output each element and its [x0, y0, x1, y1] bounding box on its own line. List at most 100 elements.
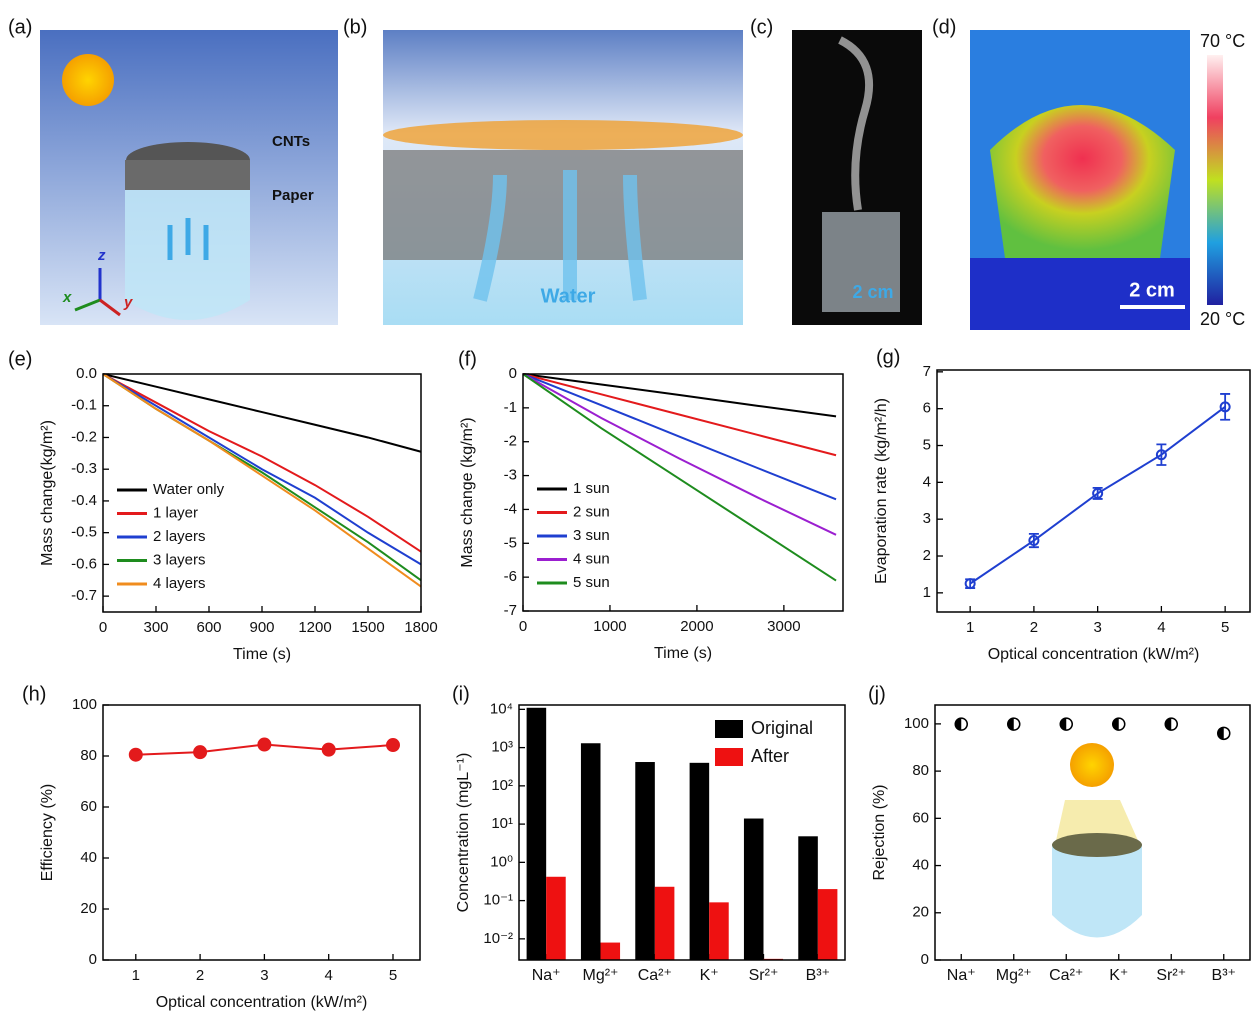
x-axis-label: Optical concentration (kW/m²): [156, 994, 368, 1011]
panel-j-illustration: [1052, 743, 1142, 938]
y-tick-label: 6: [923, 400, 931, 417]
legend-label: 1 layer: [153, 504, 198, 521]
x-tick-label: 1000: [593, 618, 626, 635]
series-line: [523, 374, 836, 535]
y-tick-label: -0.6: [71, 555, 97, 572]
y-tick-label: 1: [923, 584, 931, 601]
x-tick-label: Na⁺: [532, 967, 561, 984]
marker: [387, 739, 399, 751]
legend-label: Original: [751, 718, 813, 738]
legend-label: 5 sun: [573, 574, 610, 591]
y-tick-label: 4: [923, 473, 931, 490]
y-tick-label: -7: [504, 602, 517, 619]
bar: [635, 762, 655, 960]
x-tick-label: 1800: [404, 619, 437, 636]
x-tick-label: 300: [143, 619, 168, 636]
x-axis-label: Time (s): [233, 646, 291, 663]
y-tick-label: 100: [72, 696, 97, 713]
panel-d: 2 cm 70 °C 20 °C (d): [932, 16, 1245, 330]
bar: [744, 819, 764, 960]
legend-label: 4 sun: [573, 550, 610, 567]
x-tick-label: 5: [389, 967, 397, 984]
y-axis-label: Concentration (mgL⁻¹): [455, 753, 472, 913]
panel-label: (b): [343, 16, 367, 38]
y-tick-label: 10⁴: [490, 700, 513, 717]
y-tick-label: 3: [923, 510, 931, 527]
x-tick-label: K⁺: [700, 967, 719, 984]
annotation: CNTs: [272, 133, 310, 150]
x-tick-label: Ca²⁺: [638, 967, 672, 984]
y-tick-label: -3: [504, 467, 517, 484]
y-tick-label: 10⁻¹: [483, 892, 513, 909]
paper: [125, 160, 250, 190]
x-tick-label: Sr²⁺: [749, 967, 779, 984]
x-tick-label: 3000: [767, 618, 800, 635]
y-tick-label: 60: [912, 809, 929, 826]
legend-label: After: [751, 746, 789, 766]
x-tick-label: Sr²⁺: [1156, 967, 1186, 984]
marker: [258, 739, 270, 751]
sun: [62, 54, 114, 106]
y-tick-label: 10⁻²: [483, 930, 513, 947]
y-tick-label: 40: [912, 857, 929, 874]
marker: [323, 744, 335, 756]
x-tick-label: 1: [132, 967, 140, 984]
panel-a: CNTs Paper z x y (a): [8, 16, 338, 325]
y-tick-label: 0: [509, 365, 517, 382]
legend-swatch: [715, 720, 743, 738]
bar: [546, 877, 566, 960]
y-tick-label: -2: [504, 433, 517, 450]
cnt-layer: [1052, 833, 1142, 857]
beaker: [1052, 845, 1142, 938]
colorbar-label: 70 °C: [1200, 31, 1245, 51]
x-tick-label: Na⁺: [947, 967, 976, 984]
x-tick-label: 1: [966, 619, 974, 636]
bar: [709, 902, 729, 960]
x-tick-label: 1500: [351, 619, 384, 636]
y-tick-label: -1: [504, 399, 517, 416]
y-tick-label: 10²: [491, 777, 513, 794]
y-tick-label: 0.0: [76, 365, 97, 382]
hot-layer: [383, 120, 743, 150]
y-tick-label: 10⁰: [490, 853, 513, 870]
marker: [1165, 718, 1177, 730]
x-tick-label: 1200: [298, 619, 331, 636]
legend-label: 2 layers: [153, 528, 206, 545]
axis-letter: z: [97, 247, 106, 264]
y-tick-label: -0.2: [71, 428, 97, 445]
panel-label: (f): [458, 348, 477, 370]
series-line: [103, 374, 421, 587]
bar: [690, 763, 710, 960]
x-tick-label: 4: [1157, 619, 1165, 636]
y-tick-label: 7: [923, 363, 931, 380]
y-tick-label: 40: [80, 849, 97, 866]
marker: [1218, 727, 1230, 739]
colorbar-label: 20 °C: [1200, 309, 1245, 329]
y-tick-label: -0.3: [71, 460, 97, 477]
y-tick-label: 10¹: [491, 815, 513, 832]
y-tick-label: -0.4: [71, 492, 97, 509]
y-axis-label: Efficiency (%): [39, 784, 56, 882]
x-tick-label: Ca²⁺: [1049, 967, 1083, 984]
panel-c: 2 cm (c): [750, 16, 922, 325]
x-tick-label: Mg²⁺: [996, 967, 1032, 984]
y-tick-label: 0: [921, 951, 929, 968]
legend-label: Water only: [153, 481, 225, 498]
x-tick-label: B³⁺: [1212, 967, 1236, 984]
panel-label: (e): [8, 348, 32, 370]
marker: [1060, 718, 1072, 730]
x-tick-label: 900: [249, 619, 274, 636]
x-tick-label: 2000: [680, 618, 713, 635]
x-axis-label: Optical concentration (kW/m²): [988, 646, 1200, 663]
y-tick-label: 0: [89, 951, 97, 968]
bar: [798, 836, 818, 960]
panel-label: (a): [8, 16, 32, 38]
scale-label: 2 cm: [1129, 279, 1175, 301]
y-tick-label: 60: [80, 798, 97, 815]
y-tick-label: 20: [912, 904, 929, 921]
y-tick-label: -5: [504, 534, 517, 551]
y-tick-label: 10³: [491, 739, 513, 756]
x-tick-label: B³⁺: [806, 967, 830, 984]
y-tick-label: -0.5: [71, 524, 97, 541]
bar: [581, 743, 601, 960]
